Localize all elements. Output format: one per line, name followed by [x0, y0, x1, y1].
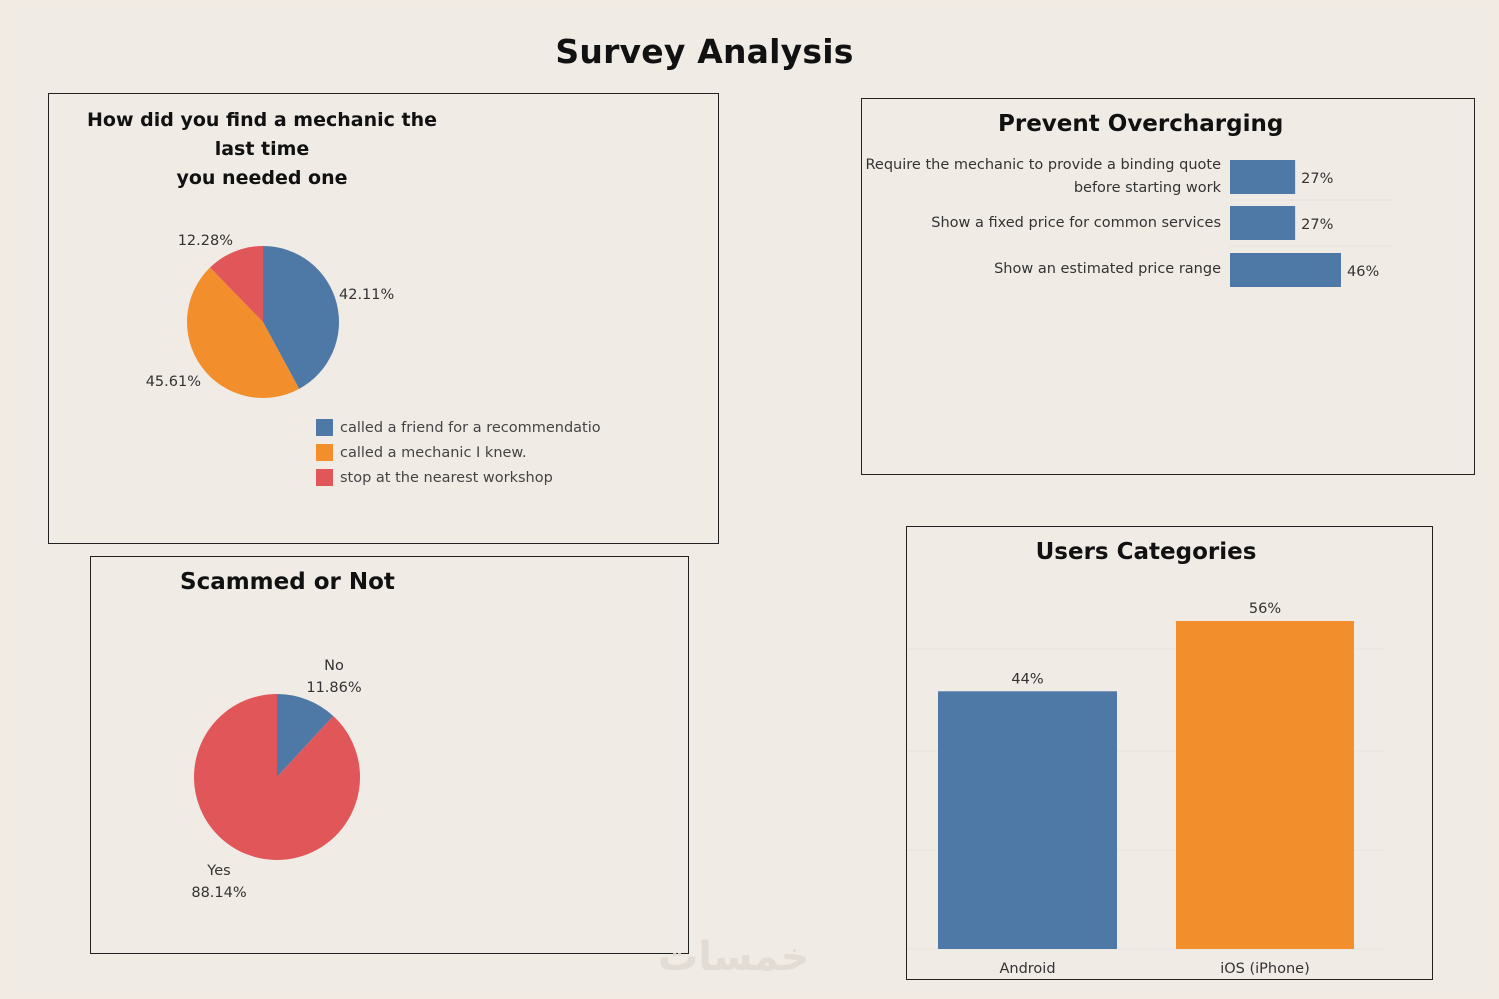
legend-item-workshop[interactable]: stop at the nearest workshop	[316, 465, 601, 490]
find-mechanic-title-line2: you needed one	[176, 167, 348, 189]
legend-item-friend[interactable]: called a friend for a recommendatio	[316, 415, 601, 440]
legend-swatch-friend	[316, 419, 333, 436]
pie-value-label-stop-at-the-nearest-workshop: 12.28%	[178, 233, 233, 249]
find-mechanic-title-line1: How did you find a mechanic the last tim…	[87, 109, 437, 160]
overcharge-label-estimated-range: Show an estimated price range	[821, 258, 1221, 281]
pie-slice-called-a-mechanic-i-knew[interactable]	[187, 267, 300, 398]
pie-slice-yes[interactable]	[194, 694, 360, 860]
pie-value-label-no: 11.86%	[306, 680, 361, 696]
watermark-logo: خمسات	[658, 934, 810, 980]
scammed-title: Scammed or Not	[180, 569, 395, 595]
users-categories-title: Users Categories	[1035, 539, 1257, 565]
overcharge-label-fixed-price-line1: Show a fixed price for common services	[931, 215, 1221, 231]
legend-label-mechanic: called a mechanic I knew.	[340, 444, 527, 461]
overcharge-label-estimated-range-line1: Show an estimated price range	[994, 261, 1221, 277]
pie-value-label-called-a-friend-for-a-recommendatio: 42.11%	[339, 287, 394, 303]
pie-slice-no[interactable]	[277, 694, 334, 777]
users-categories-bars: 44% Android 56% iOS (iPhone)	[907, 601, 1385, 977]
overcharge-label-binding-quote: Require the mechanic to provide a bindin…	[821, 154, 1222, 200]
overcharge-label-fixed-price: Show a fixed price for common services	[821, 212, 1221, 235]
pie-value-label-yes: 88.14%	[191, 885, 246, 901]
overcharge-bar-3[interactable]	[1230, 253, 1341, 287]
scammed-pie: No 11.86% Yes 88.14%	[191, 658, 361, 901]
pie-category-label-yes: Yes	[206, 863, 230, 879]
overcharge-label-binding-quote-line1: Require the mechanic to provide a bindin…	[865, 157, 1222, 173]
page-title: Survey Analysis	[555, 32, 854, 71]
pie-value-label-called-a-mechanic-i-knew: 45.61%	[146, 374, 201, 390]
overcharge-label-binding-quote-line2: before starting work	[1073, 180, 1221, 196]
users-bar-ios-iphone[interactable]	[1176, 621, 1354, 949]
find-mechanic-legend: called a friend for a recommendatio call…	[316, 415, 601, 490]
prevent-overcharging-bars: 27% 27% 46%	[1230, 160, 1392, 287]
legend-label-workshop: stop at the nearest workshop	[340, 469, 553, 486]
users-value-label-android: 44%	[1011, 671, 1043, 687]
pie-category-label-no: No	[324, 658, 344, 674]
find-mechanic-panel: How did you find a mechanic the last tim…	[48, 93, 719, 544]
scammed-panel: Scammed or Not No 11.86% Yes 88.14%	[90, 556, 689, 954]
users-category-label-ios-iphone: iOS (iPhone)	[1220, 961, 1310, 977]
prevent-overcharging-panel: Prevent Overcharging Require the mechani…	[861, 98, 1475, 475]
legend-label-friend: called a friend for a recommendatio	[340, 419, 601, 436]
find-mechanic-pie: 42.11% 45.61% 12.28%	[146, 233, 394, 398]
legend-swatch-workshop	[316, 469, 333, 486]
pie-slice-stop-at-the-nearest-workshop[interactable]	[210, 246, 263, 322]
users-value-label-ios-iphone: 56%	[1249, 601, 1281, 617]
overcharge-bar-1[interactable]	[1230, 160, 1296, 194]
pie-slice-called-a-friend-for-a-recommendatio[interactable]	[263, 246, 339, 389]
users-category-label-android: Android	[999, 961, 1055, 977]
prevent-overcharging-title: Prevent Overcharging	[998, 111, 1284, 137]
users-bar-android[interactable]	[938, 691, 1117, 949]
find-mechanic-title: How did you find a mechanic the last tim…	[67, 106, 457, 193]
overcharge-value-label-1: 27%	[1301, 171, 1333, 187]
legend-item-mechanic[interactable]: called a mechanic I knew.	[316, 440, 601, 465]
overcharge-value-label-2: 27%	[1301, 217, 1333, 233]
users-categories-panel: Users Categories 44% Android 56% iOS (iPhon…	[906, 526, 1433, 980]
overcharge-bar-2[interactable]	[1230, 206, 1296, 240]
overcharge-value-label-3: 46%	[1347, 264, 1379, 280]
legend-swatch-mechanic	[316, 444, 333, 461]
